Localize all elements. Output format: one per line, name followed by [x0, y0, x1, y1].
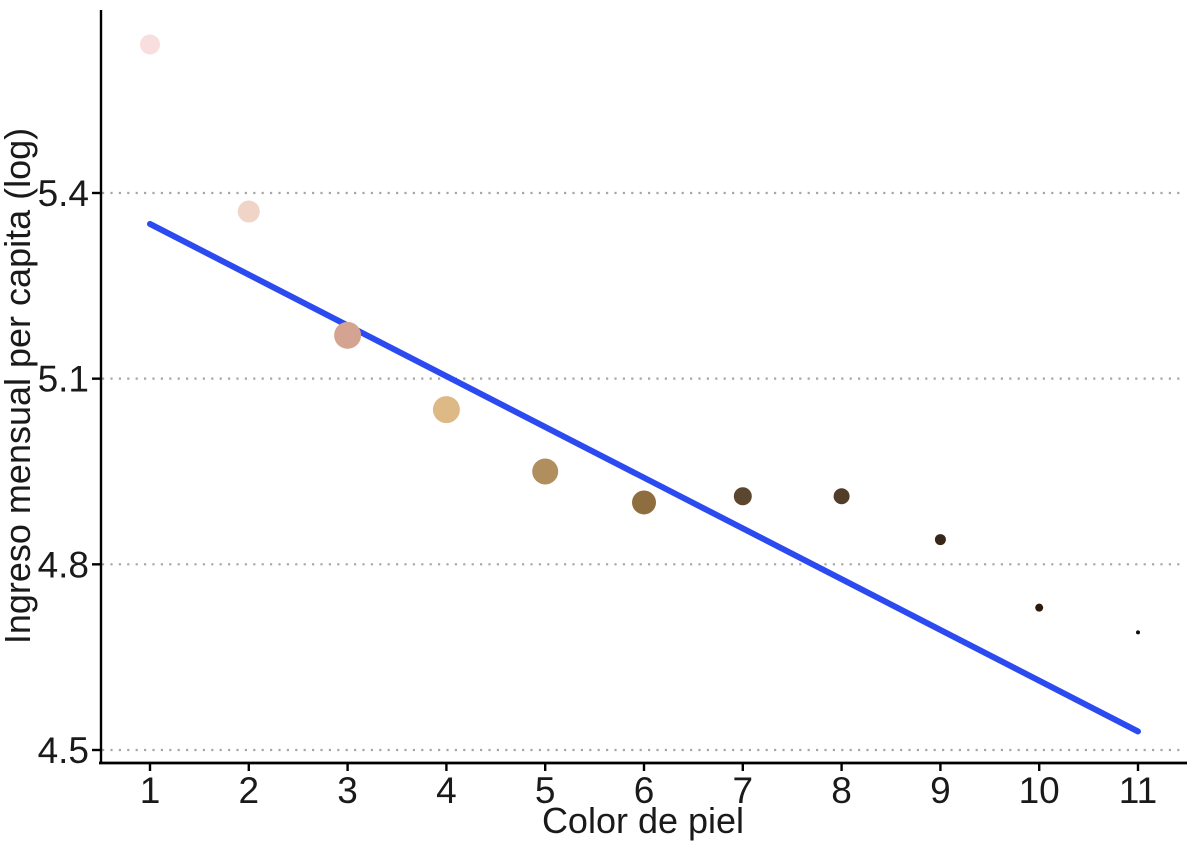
- data-point: [632, 490, 656, 515]
- axes: [99, 10, 1187, 765]
- x-tick-label: 6: [634, 770, 655, 811]
- x-tick-label: 10: [1019, 770, 1060, 811]
- y-tick-label: 4.5: [38, 730, 89, 771]
- x-tick-label: 9: [930, 770, 951, 811]
- data-point: [532, 458, 559, 485]
- data-point: [432, 396, 460, 424]
- x-tick-label: 1: [140, 770, 161, 811]
- trend-line-layer: [147, 220, 1141, 735]
- data-point: [1136, 630, 1140, 635]
- x-tick-label: 3: [337, 770, 358, 811]
- x-tick-label: 7: [733, 770, 754, 811]
- data-point: [733, 487, 752, 506]
- y-tick-label: 5.4: [38, 173, 89, 214]
- x-tick-label: 2: [239, 770, 260, 811]
- trend-line: [147, 220, 1141, 735]
- x-tick-label: 4: [436, 770, 457, 811]
- data-point: [1035, 603, 1044, 612]
- data-point: [140, 34, 160, 55]
- x-tick-label: 11: [1119, 770, 1157, 811]
- data-point: [833, 488, 850, 505]
- data-point: [334, 321, 362, 349]
- data-points-layer: [140, 34, 1140, 635]
- x-tick-label: 5: [535, 770, 556, 811]
- gridlines: [102, 191, 1185, 752]
- x-tick-label: 8: [831, 770, 852, 811]
- data-point: [934, 534, 946, 546]
- y-tick-label: 4.8: [38, 544, 89, 585]
- y-tick-label: 5.1: [38, 359, 89, 400]
- tick-marks-and-labels: 4.5 4.8 5.1 5.4 1 2 3 4 5 6 7 8 9 10 11: [38, 173, 1158, 811]
- y-axis-title: Ingreso mensual per capita (log): [0, 128, 38, 644]
- data-point: [237, 200, 260, 223]
- x-axis-title: Color de piel: [542, 800, 744, 841]
